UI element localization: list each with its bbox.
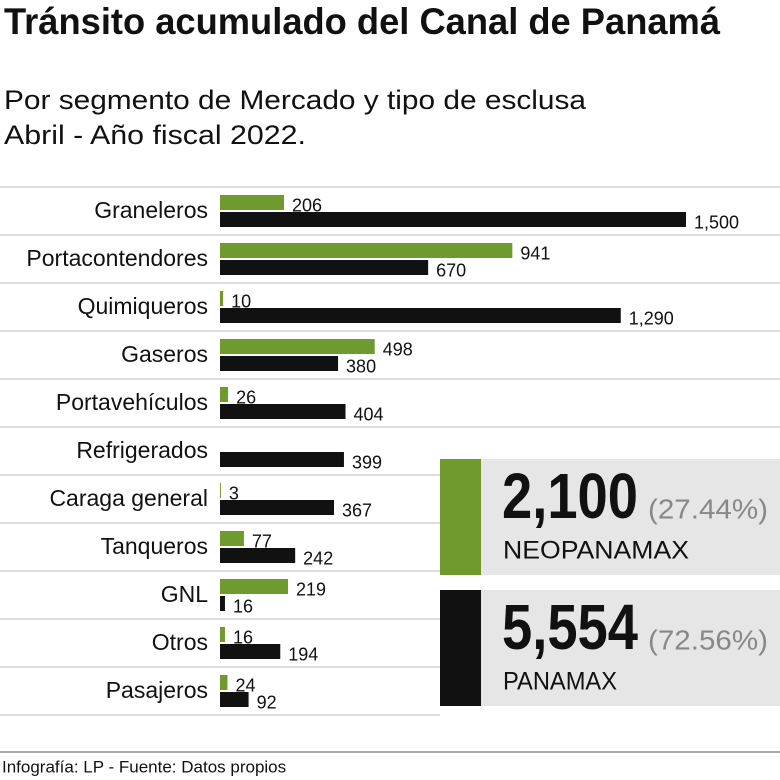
bar bbox=[220, 356, 339, 371]
bar bbox=[220, 596, 225, 611]
value-label: 219 bbox=[296, 579, 326, 599]
bar bbox=[220, 692, 249, 707]
category-label: Caraga general bbox=[49, 485, 208, 511]
bar bbox=[220, 212, 686, 227]
value-label: 1,500 bbox=[694, 212, 739, 232]
bar bbox=[220, 644, 281, 659]
bar bbox=[220, 675, 228, 690]
value-label: 194 bbox=[288, 644, 318, 664]
value-label: 10 bbox=[231, 291, 251, 311]
summary-share: (72.56%) bbox=[648, 624, 768, 655]
bar bbox=[220, 531, 244, 546]
category-label: Graneleros bbox=[94, 197, 208, 223]
value-label: 404 bbox=[354, 404, 384, 424]
bar bbox=[220, 387, 229, 402]
chart-title: Tránsito acumulado del Canal de Panamá bbox=[4, 1, 720, 42]
value-label: 670 bbox=[436, 260, 466, 280]
value-label: 16 bbox=[233, 627, 253, 647]
legend-label: NEOPANAMAX bbox=[503, 537, 689, 565]
value-label: 242 bbox=[303, 548, 333, 568]
value-label: 16 bbox=[233, 596, 253, 616]
value-label: 380 bbox=[346, 356, 376, 376]
bar bbox=[220, 500, 335, 515]
source: Infografía: LP - Fuente: Datos propios bbox=[2, 757, 286, 776]
category-label: GNL bbox=[161, 581, 209, 607]
value-label: 3 bbox=[229, 483, 239, 503]
bar bbox=[220, 339, 375, 354]
category-label: Quimiqueros bbox=[78, 293, 208, 319]
summary-box bbox=[440, 590, 780, 706]
bar bbox=[220, 579, 289, 594]
summary-total: 2,100 bbox=[502, 460, 638, 532]
bar bbox=[220, 291, 224, 306]
legend-swatch bbox=[440, 459, 481, 575]
bar bbox=[220, 243, 513, 258]
subtitle: Abril - Año fiscal 2022. bbox=[4, 120, 306, 150]
bar bbox=[220, 404, 346, 419]
category-label: Otros bbox=[152, 629, 208, 655]
value-label: 206 bbox=[292, 195, 322, 215]
bar bbox=[220, 483, 221, 498]
category-label: Gaseros bbox=[121, 341, 208, 367]
value-label: 498 bbox=[383, 339, 413, 359]
summary-box bbox=[440, 459, 780, 575]
bar bbox=[220, 260, 429, 275]
bar bbox=[220, 195, 284, 210]
subtitle: Por segmento de Mercado y tipo de esclus… bbox=[4, 85, 587, 115]
category-label: Portavehículos bbox=[56, 389, 208, 415]
bar bbox=[220, 627, 225, 642]
value-label: 24 bbox=[235, 675, 255, 695]
legend-swatch bbox=[440, 590, 481, 706]
value-label: 77 bbox=[252, 531, 272, 551]
bar bbox=[220, 452, 344, 467]
summary-total: 5,554 bbox=[502, 591, 638, 663]
bar bbox=[220, 308, 621, 323]
value-label: 1,290 bbox=[629, 308, 674, 328]
legend-label: PANAMAX bbox=[503, 668, 617, 696]
value-label: 367 bbox=[342, 500, 372, 520]
bar bbox=[220, 548, 296, 563]
value-label: 92 bbox=[257, 692, 277, 712]
category-label: Pasajeros bbox=[106, 677, 208, 703]
value-label: 399 bbox=[352, 452, 382, 472]
category-label: Tanqueros bbox=[101, 533, 208, 559]
summary-share: (27.44%) bbox=[648, 493, 768, 524]
category-label: Portacontendores bbox=[26, 245, 208, 271]
category-label: Refrigerados bbox=[76, 437, 208, 463]
value-label: 941 bbox=[520, 243, 550, 263]
value-label: 26 bbox=[236, 387, 256, 407]
